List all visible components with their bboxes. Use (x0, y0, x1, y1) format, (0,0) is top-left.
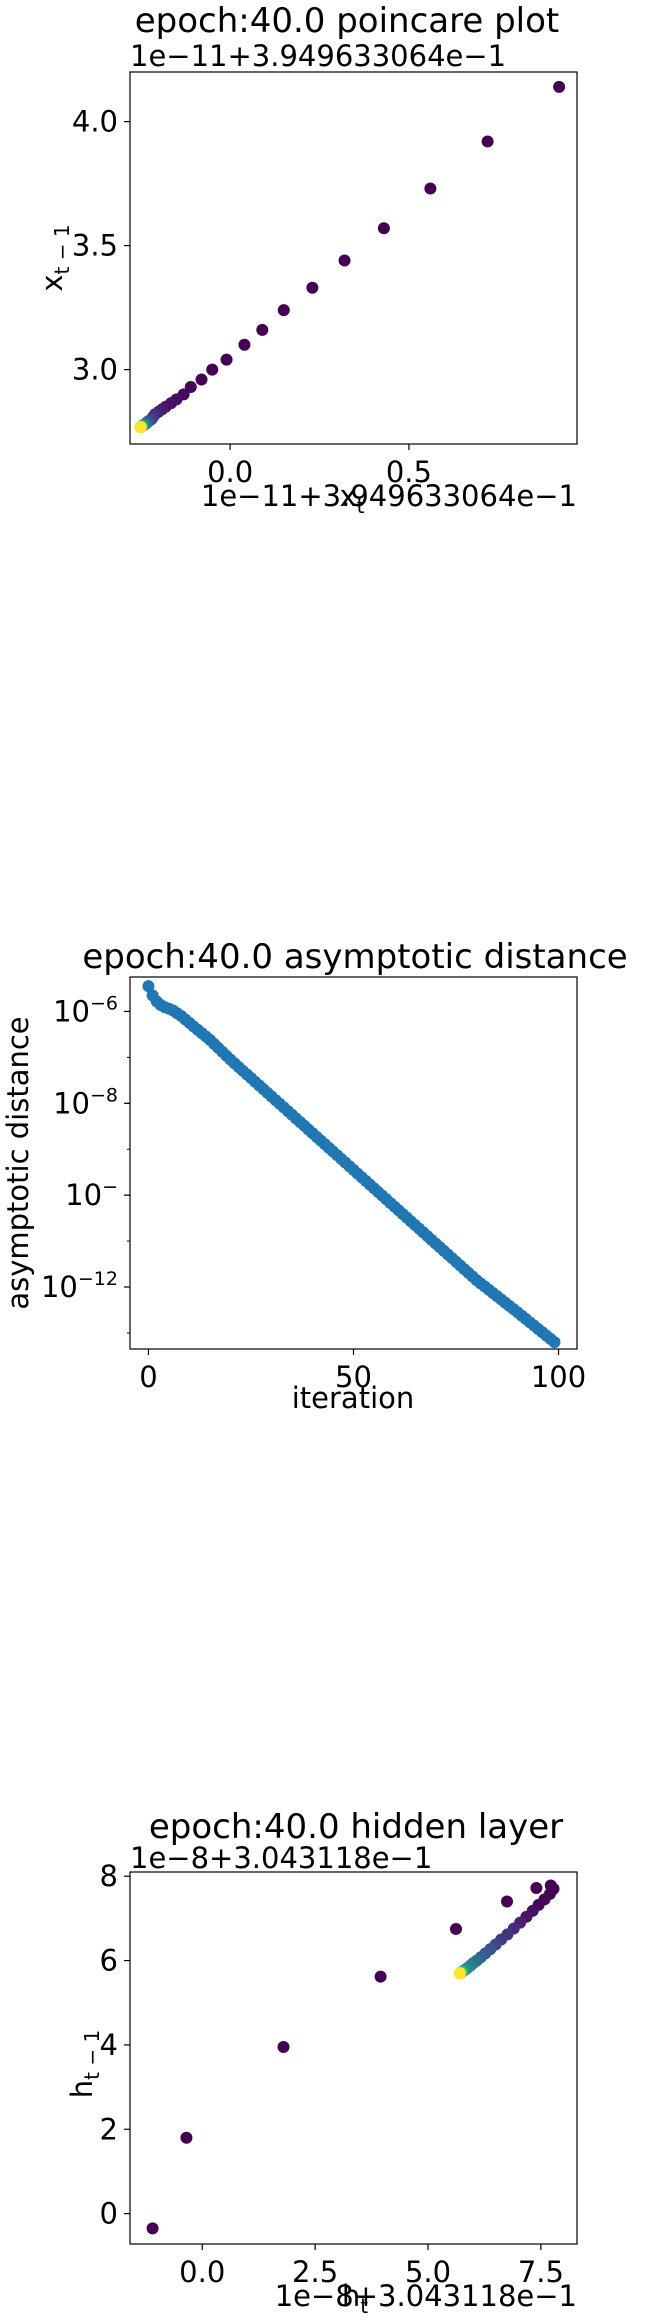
asymptotic-x-tick-label: 0 (139, 1360, 157, 1394)
poincare-point (338, 254, 351, 267)
hidden-y-tick-label: 0 (100, 2197, 118, 2231)
poincare-point (220, 353, 233, 366)
poincare-point (481, 135, 494, 148)
poincare-x-offset: 1e−11+3.949633064e−1 (201, 479, 577, 513)
hidden-x-offset: 1e−8+3.043118e−1 (275, 2279, 577, 2313)
poincare-point (306, 281, 319, 294)
poincare-x-tick-label: 0.0 (207, 455, 253, 489)
poincare-point (184, 380, 197, 393)
poincare-point (553, 80, 566, 93)
hidden-y-ticks: 0 2 4 6 8 (100, 1859, 130, 2231)
hidden-layer-chart: epoch:40.0 hidden layer 1e−8+3.043118e−1… (65, 1807, 578, 2318)
poincare-point (238, 338, 251, 351)
hidden-title: epoch:40.0 hidden layer (149, 1807, 563, 1847)
hidden-x-tick-label: 5.0 (405, 2255, 451, 2289)
hidden-y-tick-label: 6 (100, 1944, 118, 1978)
hidden-frame (129, 1871, 578, 2245)
hidden-y-tick-label: 4 (100, 2028, 118, 2062)
poincare-point (377, 222, 390, 235)
poincare-x-ticks: 0.0 0.5 (207, 444, 432, 489)
asymptotic-y-tick-label: 10−12 (41, 1268, 118, 1304)
asymptotic-x-tick-label: 100 (531, 1360, 586, 1394)
hidden-point (449, 1922, 462, 1935)
poincare-point (134, 421, 147, 434)
hidden-y-tick-label: 8 (100, 1859, 118, 1893)
asymptotic-points (142, 980, 561, 1349)
hidden-point (277, 2041, 290, 2054)
hidden-y-tick-label: 2 (100, 2112, 118, 2146)
asymptotic-x-label: iteration (292, 1381, 415, 1415)
poincare-chart: epoch:40.0 poincare plot 1e−11+3.9496330… (35, 1, 578, 518)
poincare-point (256, 323, 269, 336)
poincare-point (424, 182, 437, 195)
asymptotic-point (548, 1336, 561, 1349)
poincare-frame (129, 71, 578, 445)
hidden-y-offset: 1e−8+3.043118e−1 (130, 1841, 432, 1875)
asymptotic-x-ticks: 0 50 100 (139, 1349, 586, 1394)
poincare-point (277, 304, 290, 317)
asymptotic-y-tick-label: 10−6 (53, 992, 118, 1028)
hidden-x-tick-label: 7.5 (518, 2255, 564, 2289)
poincare-y-offset: 1e−11+3.949633064e−1 (130, 39, 506, 73)
hidden-point (453, 1967, 466, 1980)
hidden-point (374, 1970, 387, 1983)
hidden-point (530, 1882, 543, 1895)
asymptotic-title: epoch:40.0 asymptotic distance (82, 937, 627, 977)
poincare-y-tick-label: 4.0 (72, 105, 118, 139)
poincare-y-ticks: 3.0 3.5 4.0 (72, 105, 130, 387)
hidden-x-tick-label: 0.0 (179, 2255, 225, 2289)
hidden-point (501, 1895, 514, 1908)
asymptotic-y-tick-label: 10−8 (53, 1084, 118, 1120)
poincare-points (134, 80, 566, 434)
asymptotic-y-label: asymptotic distance (1, 1016, 35, 1309)
poincare-title: epoch:40.0 poincare plot (135, 1, 560, 41)
hidden-x-ticks: 0.0 2.5 5.0 7.5 (179, 2244, 564, 2289)
poincare-x-tick-label: 0.5 (386, 455, 432, 489)
poincare-point (195, 373, 208, 386)
asymptotic-chart: epoch:40.0 asymptotic distance 0 50 100 10… (1, 937, 628, 1415)
poincare-point (206, 363, 219, 376)
asymptotic-point (142, 980, 155, 993)
asymptotic-y-ticks: 10−6 10−8 10− 10−12 (41, 992, 130, 1334)
poincare-y-tick-label: 3.0 (72, 353, 118, 387)
hidden-y-label: ht − 1 (65, 2030, 104, 2098)
asymptotic-x-tick-label: 50 (335, 1360, 372, 1394)
asymptotic-y-tick-label: 10− (65, 1176, 118, 1212)
hidden-x-tick-label: 2.5 (292, 2255, 338, 2289)
poincare-y-label: xt − 1 (35, 224, 74, 291)
hidden-point (180, 2131, 193, 2144)
hidden-point (146, 2222, 159, 2235)
poincare-y-tick-label: 3.5 (72, 229, 118, 263)
hidden-points (146, 1879, 560, 2235)
